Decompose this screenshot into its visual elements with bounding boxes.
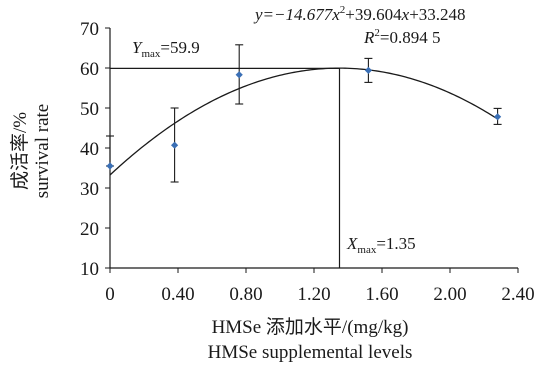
x-tick-label: 0.80 (229, 284, 262, 305)
x-tick-label: 1.20 (297, 284, 330, 305)
reference-lines (110, 67, 341, 268)
fit-curve (109, 67, 498, 176)
x-tick-label: 1.60 (365, 284, 398, 305)
tick-labels: 10 20 30 40 50 60 70 0 0.40 0.80 1.20 1.60 2.00 2.40 (80, 19, 535, 305)
y-tick-label: 20 (80, 219, 99, 240)
x-tick-label: 0.40 (161, 284, 194, 305)
y-tick-label: 50 (80, 99, 99, 120)
data-point (494, 113, 502, 121)
data-point (106, 162, 114, 170)
ymax-label: Ymax=59.9 (132, 38, 200, 60)
data-point (171, 141, 179, 149)
y-axis-title: 成活率/% survival rate (9, 104, 53, 198)
x-tick-label: 0 (105, 284, 115, 305)
fit-curve-group (109, 67, 498, 176)
axes (109, 28, 518, 269)
data-point (364, 66, 372, 74)
error-bars (106, 44, 502, 183)
y-axis-title-cn: 成活率/% (9, 112, 31, 190)
x-axis-title-en: HMSe supplemental levels (208, 342, 413, 363)
x-tick-label: 2.40 (501, 284, 534, 305)
y-tick-label: 70 (80, 19, 99, 40)
r-squared-label: R2=0.894 5 (363, 27, 440, 47)
xmax-label: Xmax=1.35 (346, 234, 416, 256)
data-point (235, 71, 243, 79)
data-points (106, 66, 502, 170)
y-tick-label: 60 (80, 59, 99, 80)
y-axis-title-en: survival rate (32, 104, 53, 198)
fit-equation: y=−14.677x2+39.604x+33.248 (253, 4, 466, 24)
y-tick-label: 10 (80, 259, 99, 280)
x-axis-title-cn: HMSe 添加水平/(mg/kg) (212, 316, 409, 338)
x-tick-label: 2.00 (433, 284, 466, 305)
y-tick-label: 40 (80, 139, 99, 160)
y-tick-label: 30 (80, 179, 99, 200)
